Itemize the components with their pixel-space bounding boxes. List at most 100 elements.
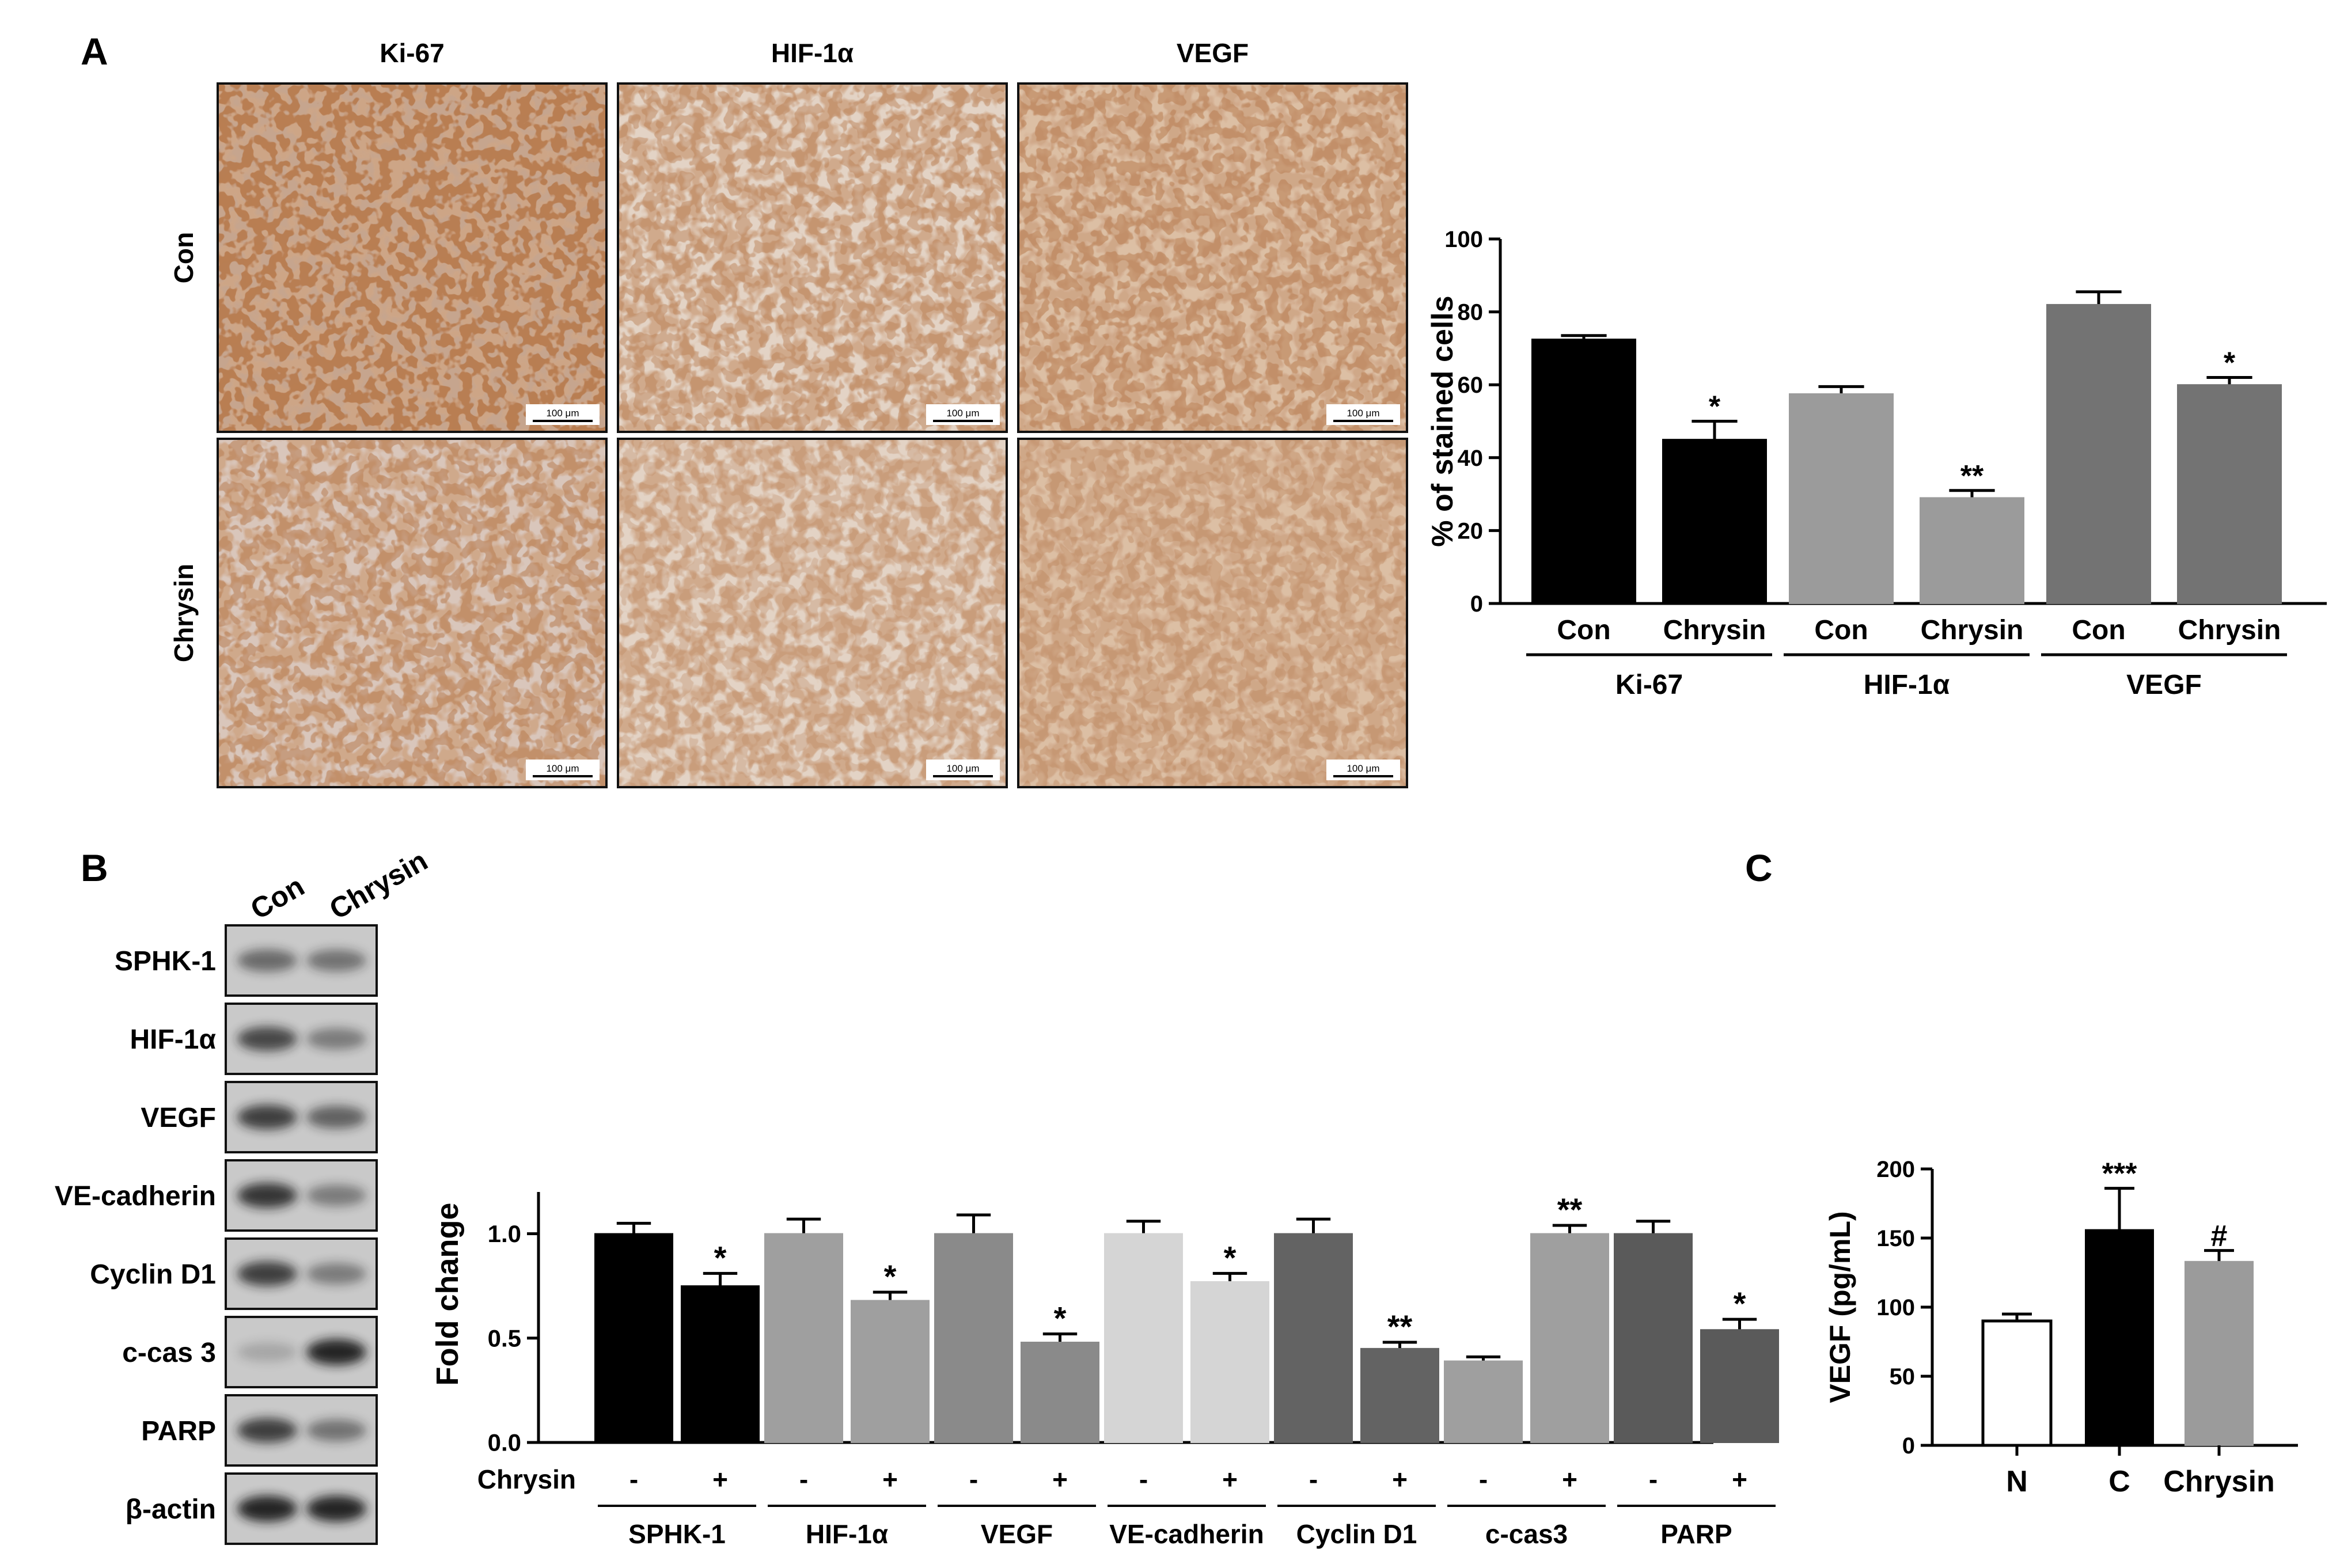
- blot-strip-parp: [225, 1394, 378, 1467]
- fold-change-chart: 0.0 0.5 1.0 Fold change Chrysin - * + - * + - * + - * + -…: [430, 1191, 1779, 1549]
- chart2-treatment-mark: +: [712, 1464, 728, 1494]
- chart1-y-tick-label: 60: [1458, 373, 1484, 398]
- chart3-x-label-chrysin: Chrysin: [2163, 1465, 2275, 1498]
- blot-strip-actin: [225, 1472, 378, 1545]
- bar-9: [1360, 1347, 1439, 1443]
- blot-strip-cyclin-d1: [225, 1237, 378, 1310]
- lane-label-chrysin: Chrysin: [324, 844, 433, 926]
- blot-band: [306, 1495, 366, 1522]
- chart2-treatment-mark: -: [1479, 1464, 1488, 1494]
- row-label-chrysin: Chrysin: [169, 564, 199, 662]
- chart2-treatment-mark: +: [1222, 1464, 1238, 1494]
- bar-4: [2046, 303, 2151, 604]
- blot-strip-c-cas-3: [225, 1316, 378, 1388]
- blot-band: [306, 1263, 366, 1285]
- micrograph-border: [217, 438, 608, 788]
- bar-10: [1444, 1360, 1523, 1443]
- chart2-group-label-vegf: VEGF: [981, 1519, 1053, 1549]
- bar-4: [934, 1233, 1013, 1443]
- bar-3: [851, 1300, 930, 1443]
- panel-letter-b: B: [81, 846, 108, 889]
- micrograph-chrysin-vegf: 100 μm: [1017, 438, 1408, 788]
- chart2-treatment-mark: +: [1562, 1464, 1577, 1494]
- blot-label-c-cas-3: c-cas 3: [122, 1338, 216, 1368]
- blot-band: [237, 1104, 297, 1130]
- micrograph-chrysin-ki-67: 100 μm: [217, 438, 608, 788]
- chart1-y-tick-label: 80: [1458, 300, 1484, 325]
- chart2-group-label-c-cas3: c-cas3: [1485, 1519, 1568, 1549]
- scale-bar: 100 μm: [526, 760, 600, 780]
- chart1-y-tick-label: 40: [1458, 446, 1484, 471]
- column-label-ki-67: Ki-67: [380, 38, 444, 68]
- chart2-treatment-mark: -: [1309, 1464, 1318, 1494]
- bar-0: [1981, 1319, 2053, 1447]
- blot-strip-hif-1: [225, 1003, 378, 1075]
- lane-label-con: Con: [245, 870, 310, 925]
- bar-7: [1190, 1281, 1269, 1443]
- micrograph-grid: Ki-67 HIF-1α VEGF Con 100 μm 100 μm 100 μm Chry…: [169, 38, 1408, 788]
- bar-8: [1274, 1233, 1353, 1443]
- bar-5: [2177, 384, 2282, 604]
- bar-13: [1700, 1329, 1779, 1443]
- scale-bar: 100 μm: [926, 760, 1000, 780]
- significance-mark: *: [1709, 390, 1721, 424]
- chart1-x-label-chrysin: Chrysin: [2178, 615, 2281, 646]
- scale-bar: 100 μm: [926, 404, 1000, 425]
- scale-bar-label: 100 μm: [946, 763, 979, 774]
- scale-bar: 100 μm: [1326, 760, 1400, 780]
- blot-band: [306, 1106, 366, 1129]
- blot-label-sphk-1: SPHK-1: [115, 946, 216, 977]
- bar-11: [1530, 1233, 1609, 1443]
- chart2-group-label-parp: PARP: [1660, 1519, 1732, 1549]
- significance-mark: **: [1387, 1308, 1413, 1345]
- micrograph-con-ki-67: 100 μm: [217, 82, 608, 433]
- micrograph-con-vegf: 100 μm: [1017, 82, 1408, 433]
- bar-0: [1531, 339, 1636, 604]
- blot-band: [306, 1184, 366, 1206]
- significance-mark: *: [1224, 1239, 1237, 1275]
- micrograph-nuclei: [1018, 83, 1407, 432]
- micrograph-nuclei: [218, 83, 606, 432]
- chart2-y-tick-label: 0.5: [488, 1324, 521, 1351]
- chart2-y-tick-label: 1.0: [488, 1220, 521, 1247]
- bar-1: [2085, 1229, 2154, 1446]
- micrograph-border: [217, 82, 608, 433]
- blot-label-ve-cadherin: VE-cadherin: [55, 1181, 216, 1212]
- chart2-treatment-mark: +: [1732, 1464, 1747, 1494]
- blot-band: [306, 950, 366, 971]
- blot-band: [237, 1495, 297, 1522]
- chart2-treatment-label: Chrysin: [477, 1464, 576, 1494]
- chart3-x-label-n: N: [2006, 1465, 2028, 1498]
- panel-letter-c: C: [1745, 846, 1773, 889]
- chart1-y-tick-label: 0: [1470, 591, 1483, 617]
- chart2-treatment-mark: -: [1649, 1464, 1658, 1494]
- blot-band: [237, 1027, 297, 1051]
- chart1-x-label-con: Con: [2072, 615, 2125, 646]
- blot-label-vegf: VEGF: [141, 1103, 216, 1133]
- significance-mark: #: [2211, 1220, 2228, 1253]
- significance-mark: **: [1557, 1191, 1583, 1228]
- blot-strip-ve-cadherin: [225, 1159, 378, 1232]
- blot-label-parp: PARP: [141, 1416, 216, 1446]
- bar-12: [1614, 1233, 1693, 1443]
- blot-label-actin: β-actin: [126, 1494, 216, 1525]
- bar-6: [1104, 1233, 1183, 1443]
- chart1-y-tick-label: 20: [1458, 518, 1484, 544]
- blot-label-hif-1: HIF-1α: [130, 1024, 216, 1055]
- scale-bar-label: 100 μm: [1347, 408, 1379, 419]
- bar-5: [1021, 1342, 1099, 1443]
- bar-1: [1662, 439, 1767, 605]
- significance-mark: ***: [2102, 1157, 2137, 1191]
- blot-band: [306, 1339, 366, 1365]
- blot-band: [237, 1183, 297, 1208]
- row-label-con: Con: [169, 232, 199, 283]
- blot-strip-sphk-1: [225, 924, 378, 997]
- micrograph-nuclei: [618, 439, 1007, 787]
- micrograph-chrysin-hif-1: 100 μm: [617, 438, 1008, 788]
- significance-mark: *: [1054, 1300, 1067, 1337]
- micrograph-border: [617, 438, 1008, 788]
- significance-mark: *: [884, 1258, 897, 1294]
- blot-strip-vegf: [225, 1081, 378, 1153]
- chart1-group-label-vegf: VEGF: [2126, 670, 2202, 700]
